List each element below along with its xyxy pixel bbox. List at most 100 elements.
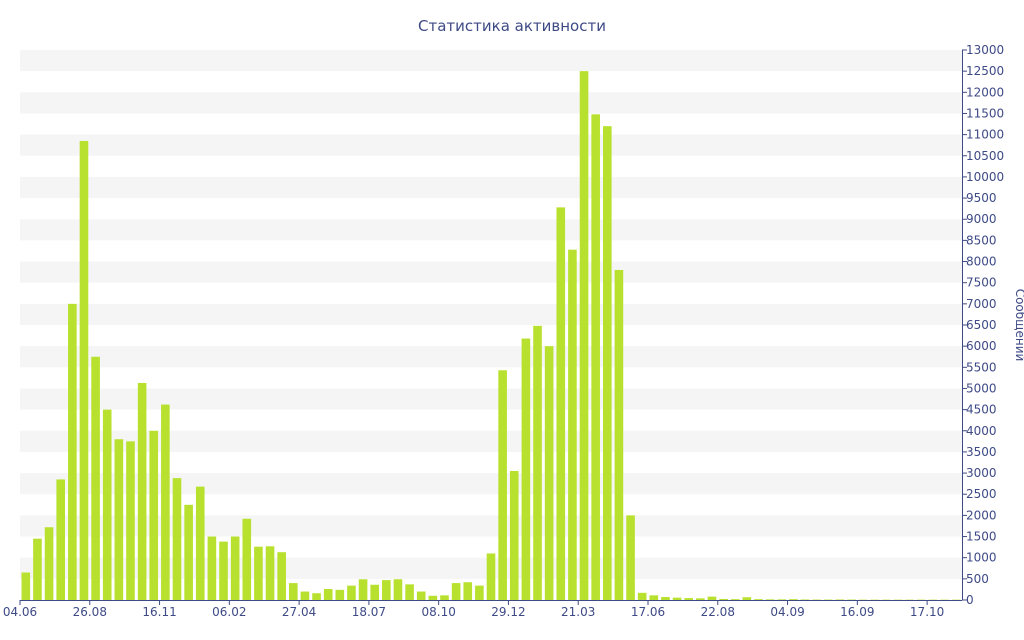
bar	[696, 598, 705, 600]
bar	[393, 579, 403, 600]
x-tick-label: 16.11	[142, 605, 176, 619]
bar	[521, 338, 531, 600]
grid-band	[20, 261, 962, 283]
y-tick-label: 10000	[966, 170, 1004, 184]
bar	[789, 599, 798, 600]
x-tick-label: 26.08	[73, 605, 107, 619]
y-tick-label: 3500	[966, 445, 997, 459]
bar	[33, 538, 42, 600]
bar	[754, 599, 763, 600]
x-tick-label: 16.09	[840, 605, 874, 619]
grid-band	[20, 473, 962, 495]
bar	[568, 249, 577, 600]
y-tick-label: 4000	[966, 424, 997, 438]
grid-band	[20, 134, 962, 156]
y-tick-label: 4500	[966, 403, 997, 417]
grid-bands	[20, 50, 962, 579]
grid-band	[20, 176, 962, 199]
x-tick-label: 17.10	[910, 605, 944, 619]
x-tick-label: 04.09	[770, 605, 804, 619]
bar	[742, 597, 752, 600]
bar	[533, 325, 542, 600]
bar	[161, 404, 170, 600]
y-tick-label: 1500	[966, 530, 997, 544]
bar	[765, 599, 775, 600]
bar	[149, 430, 159, 600]
grid-band	[20, 219, 962, 241]
bar	[486, 553, 496, 600]
bar	[254, 546, 263, 600]
bar	[416, 591, 426, 600]
bar	[579, 71, 589, 600]
y-tick-label: 6500	[966, 318, 997, 332]
x-tick-label: 22.08	[701, 605, 735, 619]
bar	[614, 270, 624, 600]
bar	[707, 596, 717, 600]
grid-band	[20, 303, 962, 325]
bar	[102, 409, 112, 600]
bar	[137, 382, 147, 600]
x-tick-label: 17.06	[631, 605, 665, 619]
y-tick-label: 9000	[966, 212, 997, 226]
bar	[591, 114, 600, 601]
y-tick-label: 9500	[966, 191, 997, 205]
y-tick-label: 13000	[966, 43, 1004, 57]
bar	[835, 599, 845, 600]
bar	[21, 572, 31, 600]
y-tick-label: 2000	[966, 508, 997, 522]
bar	[184, 504, 193, 600]
bar	[498, 370, 507, 600]
y-tick-label: 11500	[966, 106, 1004, 120]
bar	[626, 515, 635, 600]
bar	[370, 584, 380, 600]
bar	[230, 536, 240, 600]
y-tick-label: 5500	[966, 360, 997, 374]
bar	[288, 583, 298, 600]
y-tick-label: 8000	[966, 255, 997, 269]
bar	[68, 303, 77, 600]
bar	[440, 595, 449, 600]
bar	[242, 518, 252, 600]
y-tick-label: 8500	[966, 233, 997, 247]
x-tick-label: 27.04	[282, 605, 316, 619]
y-tick-label: 10500	[966, 149, 1004, 163]
bar	[475, 585, 484, 600]
y-tick-label: 12000	[966, 85, 1004, 99]
bar	[114, 439, 124, 600]
y-tick-label: 12500	[966, 64, 1004, 78]
bar	[672, 597, 682, 600]
x-tick-label: 06.02	[212, 605, 246, 619]
bar	[777, 599, 787, 600]
bar	[428, 595, 438, 600]
bar	[207, 536, 217, 600]
grid-band	[20, 92, 962, 114]
bar	[347, 585, 356, 600]
bar	[300, 591, 310, 600]
x-tick-label: 29.12	[491, 605, 525, 619]
chart-title: Статистика активности	[418, 17, 606, 35]
y-tick-label: 1000	[966, 551, 997, 565]
y-tick-label: 11000	[966, 128, 1004, 142]
bar	[382, 580, 391, 600]
y-tick-label: 2500	[966, 487, 997, 501]
bar	[219, 541, 228, 600]
bar	[335, 589, 345, 600]
y-tick-label: 5000	[966, 381, 997, 395]
y-tick-label: 500	[966, 572, 989, 586]
bar	[91, 356, 100, 600]
y-tick-label: 7500	[966, 276, 997, 290]
y-axis-ticks: 0 500 1000 1500 2000 2500 3000 3500 4000 4500 5000…	[962, 43, 1004, 607]
bar	[556, 207, 566, 600]
bar	[463, 582, 473, 600]
bar	[684, 598, 694, 600]
y-tick-label: 3000	[966, 466, 997, 480]
bar	[79, 140, 89, 600]
bar	[602, 126, 612, 601]
bar	[56, 479, 66, 600]
bar	[126, 441, 135, 600]
bar	[451, 583, 461, 600]
x-tick-label: 18.07	[352, 605, 386, 619]
grid-band	[20, 50, 962, 72]
grid-band	[20, 430, 962, 452]
